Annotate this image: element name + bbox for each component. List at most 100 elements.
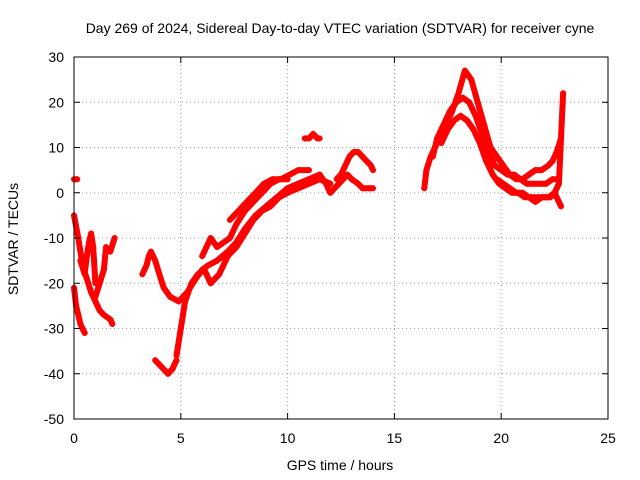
data-point: [440, 121, 447, 128]
data-point: [363, 158, 370, 165]
data-point: [523, 180, 530, 187]
series-trace: [92, 235, 118, 300]
data-point: [338, 171, 344, 178]
data-point: [164, 370, 171, 377]
data-point: [258, 207, 265, 214]
data-point: [355, 149, 362, 156]
data-point: [421, 185, 428, 192]
data-point: [483, 158, 490, 165]
data-point: [226, 216, 233, 223]
data-point: [333, 176, 340, 183]
data-point: [370, 185, 377, 192]
data-point: [453, 99, 460, 106]
data-point: [224, 253, 231, 260]
x-tick-label: 20: [493, 430, 509, 446]
data-point: [194, 271, 201, 278]
data-point: [500, 180, 507, 187]
series-arc-j: [301, 130, 323, 142]
data-point: [85, 239, 92, 246]
data-point: [156, 271, 163, 278]
data-point: [107, 316, 114, 323]
data-point: [100, 266, 107, 273]
data-point: [359, 185, 366, 192]
data-point: [560, 90, 567, 97]
data-point: [359, 153, 366, 160]
data-point: [111, 235, 118, 241]
data-point: [423, 167, 430, 174]
series-arc-l: [333, 149, 377, 183]
series-trace: [173, 176, 334, 359]
chart-title: Day 269 of 2024, Sidereal Day-to-day VTE…: [86, 20, 595, 36]
series-arc-f: [152, 357, 180, 377]
data-point: [278, 176, 285, 183]
data-point: [83, 275, 90, 282]
data-point: [446, 108, 453, 115]
data-point: [355, 180, 362, 187]
data-point: [472, 112, 479, 119]
data-point: [160, 284, 167, 291]
data-point: [367, 162, 374, 169]
data-point: [203, 244, 210, 251]
data-point: [489, 171, 496, 178]
x-axis-label: GPS time / hours: [287, 457, 394, 473]
series-trace: [152, 357, 180, 377]
data-point: [156, 361, 163, 368]
data-point: [269, 176, 276, 183]
data-series: [71, 67, 567, 377]
data-point: [545, 162, 552, 169]
data-point: [461, 67, 468, 74]
data-point: [167, 293, 174, 300]
axis-ticks: 0 5 10 15 20 25 -50 -40 -30 -20 -10 0 10 20 30: [44, 49, 616, 446]
data-point: [323, 180, 330, 187]
series-arc-p: [493, 176, 565, 210]
data-point: [532, 167, 539, 174]
data-point: [429, 153, 436, 160]
data-point: [457, 112, 464, 119]
data-point: [464, 117, 471, 124]
data-point: [244, 198, 251, 205]
data-point: [545, 194, 552, 201]
data-point: [92, 293, 99, 300]
data-point: [241, 230, 248, 237]
data-point: [305, 167, 312, 174]
data-point: [310, 130, 317, 137]
data-point: [83, 253, 90, 260]
data-point: [551, 189, 558, 196]
data-point: [444, 126, 451, 133]
data-point: [558, 135, 565, 142]
data-point: [103, 244, 110, 251]
series-arc-k: [316, 171, 377, 196]
data-point: [216, 271, 223, 278]
data-point: [295, 185, 302, 192]
data-point: [96, 280, 103, 287]
y-tick-label: -40: [44, 366, 64, 382]
y-tick-label: -30: [44, 321, 64, 337]
data-point: [160, 366, 167, 373]
x-tick-label: 0: [70, 430, 78, 446]
data-point: [250, 198, 257, 205]
series-trace: [226, 167, 312, 223]
data-point: [169, 366, 176, 373]
data-point: [346, 153, 353, 160]
x-tick-label: 15: [387, 430, 403, 446]
data-point: [77, 320, 84, 327]
data-point: [226, 235, 233, 241]
x-tick-label: 25: [600, 430, 616, 446]
y-tick-label: -10: [44, 230, 64, 246]
data-point: [267, 203, 274, 210]
data-point: [241, 207, 248, 214]
data-point: [81, 330, 88, 337]
data-point: [205, 262, 212, 269]
data-point: [342, 162, 349, 169]
y-tick-label: 10: [48, 140, 64, 156]
data-point: [532, 198, 539, 205]
y-tick-label: 0: [56, 185, 64, 201]
data-point: [143, 262, 150, 269]
data-point: [233, 244, 240, 251]
data-point: [476, 139, 483, 146]
data-point: [207, 235, 214, 241]
data-point: [519, 189, 526, 196]
y-axis-label: SDTVAR / TECUs: [5, 183, 21, 295]
data-point: [340, 176, 347, 183]
data-point: [152, 357, 159, 364]
